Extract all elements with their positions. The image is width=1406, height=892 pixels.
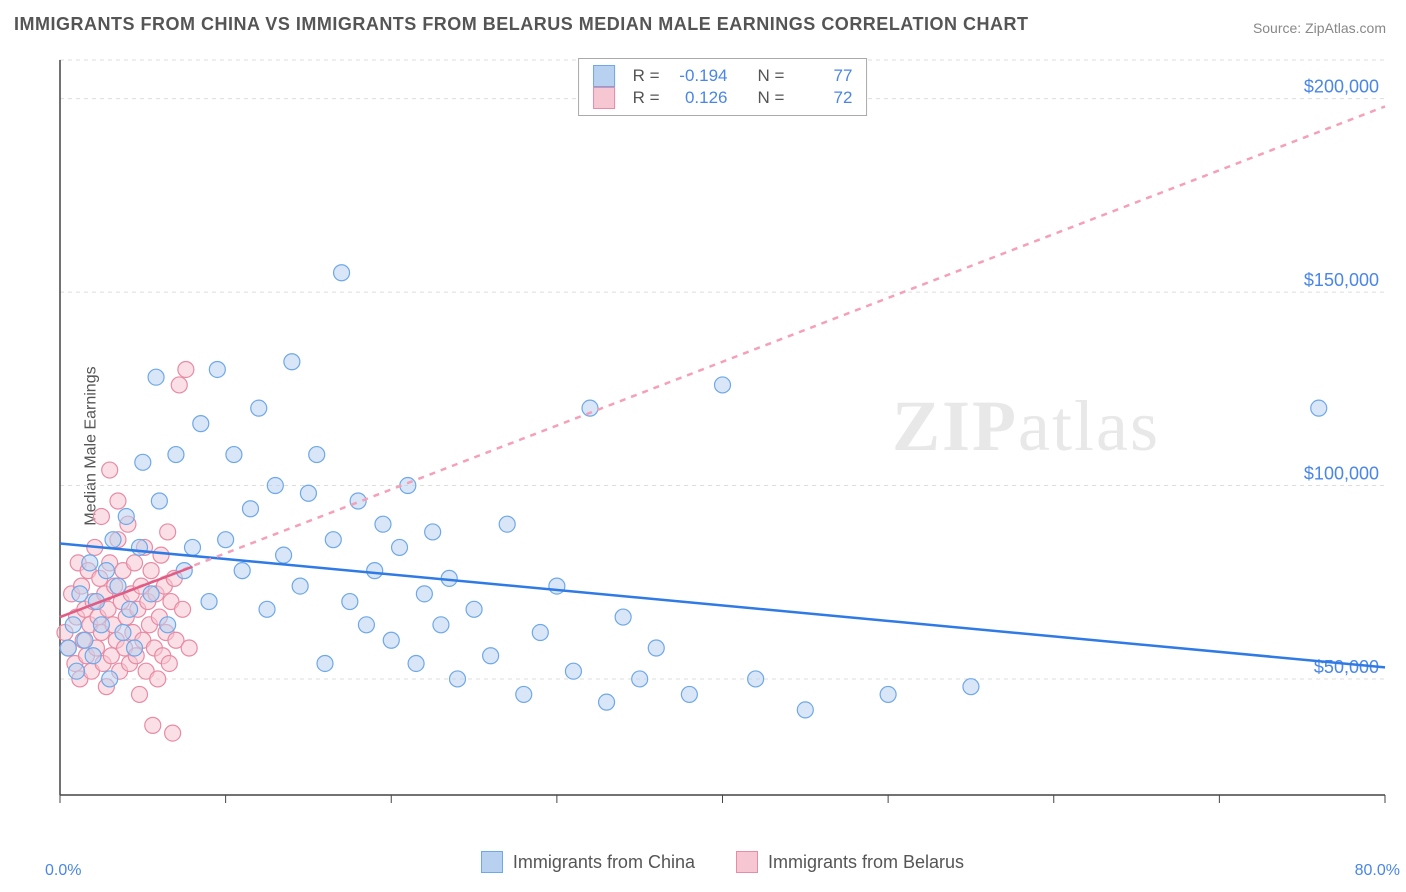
chart-title: IMMIGRANTS FROM CHINA VS IMMIGRANTS FROM… [14, 14, 1028, 35]
legend-row-belarus: R = 0.126 N = 72 [593, 87, 853, 109]
legend-item-china: Immigrants from China [481, 851, 695, 873]
svg-text:$150,000: $150,000 [1304, 270, 1379, 290]
bottom-legend: Immigrants from China Immigrants from Be… [55, 851, 1390, 878]
legend-n-china: 77 [792, 66, 852, 86]
legend-r-label: R = [633, 88, 660, 108]
legend-item-belarus: Immigrants from Belarus [736, 851, 964, 873]
correlation-legend: R = -0.194 N = 77 R = 0.126 N = 72 [578, 58, 868, 116]
legend-n-label: N = [758, 66, 785, 86]
legend-label-china: Immigrants from China [513, 852, 695, 873]
legend-swatch-belarus-bottom [736, 851, 758, 873]
legend-n-label: N = [758, 88, 785, 108]
chart-source: Source: ZipAtlas.com [1253, 20, 1386, 36]
plot-area: $50,000$100,000$150,000$200,000 R = -0.1… [55, 55, 1390, 830]
legend-n-belarus: 72 [792, 88, 852, 108]
legend-row-china: R = -0.194 N = 77 [593, 65, 853, 87]
plot-svg: $50,000$100,000$150,000$200,000 [55, 55, 1390, 830]
x-axis-band: 0.0% 80.0% Immigrants from China Immigra… [55, 844, 1390, 884]
legend-r-label: R = [633, 66, 660, 86]
legend-label-belarus: Immigrants from Belarus [768, 852, 964, 873]
legend-swatch-china [593, 65, 615, 87]
chart-container: IMMIGRANTS FROM CHINA VS IMMIGRANTS FROM… [0, 0, 1406, 892]
svg-text:$100,000: $100,000 [1304, 464, 1379, 484]
legend-swatch-belarus [593, 87, 615, 109]
legend-swatch-china-bottom [481, 851, 503, 873]
legend-r-china: -0.194 [668, 66, 728, 86]
legend-r-belarus: 0.126 [668, 88, 728, 108]
svg-text:$200,000: $200,000 [1304, 77, 1379, 97]
